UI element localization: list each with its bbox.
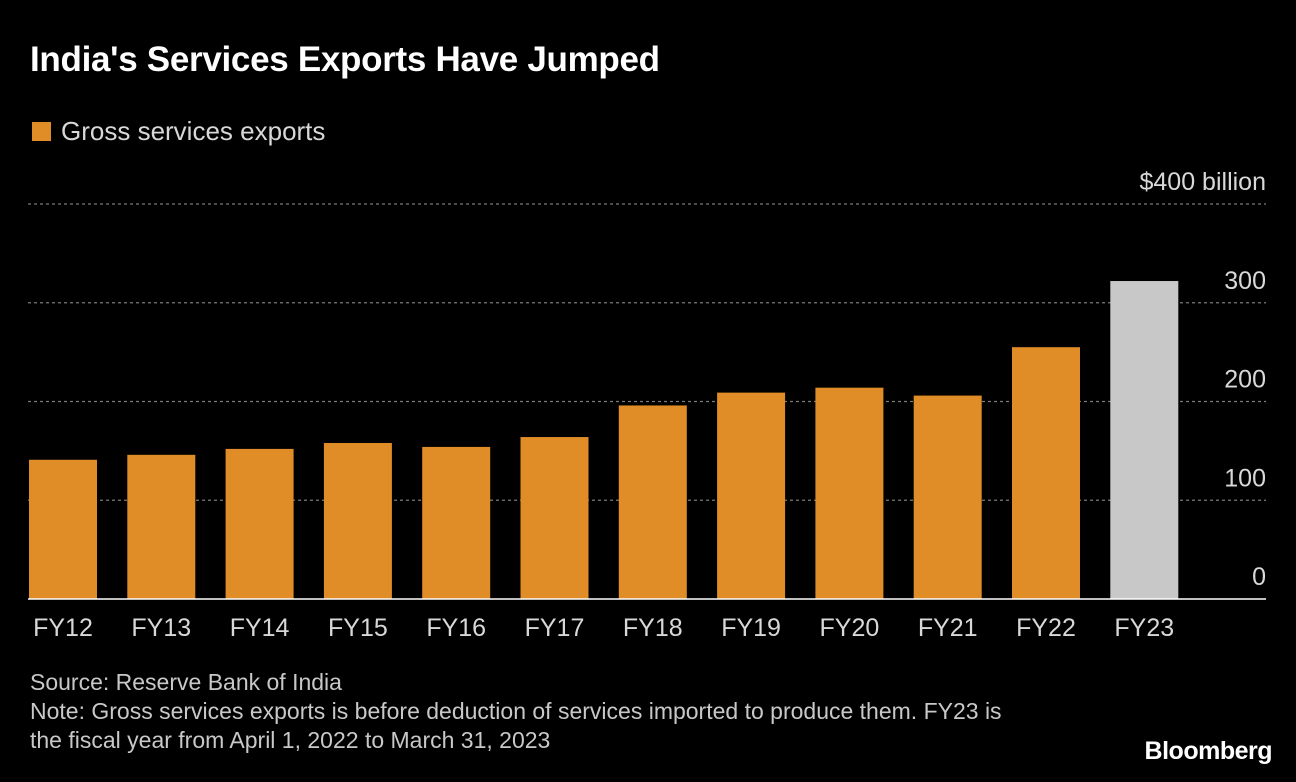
x-tick-label: FY19	[721, 614, 781, 642]
x-tick-label: FY16	[426, 614, 486, 642]
bar-fy16	[422, 446, 491, 599]
bar-fy15	[323, 442, 392, 599]
y-tick-label: 200	[1224, 366, 1266, 394]
x-tick-label: FY12	[33, 614, 93, 642]
x-tick-label: FY17	[525, 614, 585, 642]
y-tick-label: 300	[1224, 267, 1266, 295]
y-tick-label: 100	[1224, 464, 1266, 492]
bar-fy17	[520, 437, 589, 599]
bar-fy22	[1012, 347, 1080, 599]
bar-fy20	[815, 387, 884, 599]
legend-label: Gross services exports	[61, 116, 326, 146]
legend-swatch	[32, 122, 51, 141]
y-tick-label: 0	[1252, 563, 1266, 591]
x-tick-label: FY22	[1016, 614, 1076, 642]
x-tick-label: FY14	[230, 614, 290, 642]
chart-title: India's Services Exports Have Jumped	[30, 40, 660, 79]
legend: Gross services exports	[32, 116, 325, 147]
footer: Source: Reserve Bank of India Note: Gros…	[30, 668, 1020, 755]
bar-fy12	[29, 459, 97, 599]
x-tick-label: FY23	[1114, 614, 1174, 642]
bar-fy19	[717, 392, 786, 599]
x-tick-label: FY18	[623, 614, 683, 642]
x-tick-label: FY21	[918, 614, 978, 642]
bar-chart: 0 100 200 300 $400 billion FY12 FY13 FY14 FY15 FY…	[28, 168, 1267, 642]
x-tick-label: FY20	[820, 614, 880, 642]
bar-fy14	[225, 448, 294, 599]
x-tick-label: FY15	[328, 614, 388, 642]
y-tick-label: $400 billion	[1140, 168, 1267, 196]
x-tick-label: FY13	[131, 614, 191, 642]
note-text: Note: Gross services exports is before d…	[30, 698, 1002, 753]
bloomberg-logo: Bloomberg	[1144, 737, 1273, 765]
bar-fy13	[127, 454, 196, 599]
bar-fy18	[618, 405, 687, 599]
source-text: Source: Reserve Bank of India	[30, 669, 342, 695]
bar-fy23	[1110, 281, 1179, 599]
bar-fy21	[913, 395, 982, 599]
